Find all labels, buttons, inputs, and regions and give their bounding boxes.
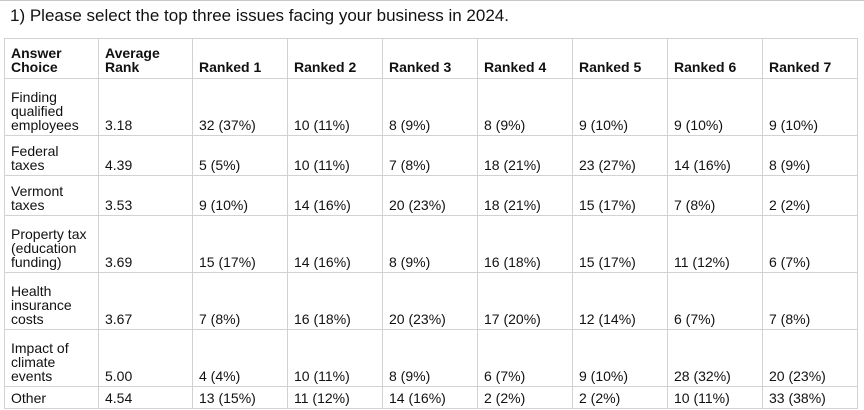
table-header-row: Answer Choice Average Rank Ranked 1 Rank… bbox=[4, 38, 858, 79]
header-ranked-7: Ranked 7 bbox=[762, 38, 858, 79]
ranked-2-cell: 16 (18%) bbox=[287, 272, 383, 330]
ranked-7-cell: 2 (2%) bbox=[762, 175, 858, 216]
ranked-6-cell: 9 (10%) bbox=[667, 78, 763, 136]
answer-choice-cell: Finding qualified employees bbox=[4, 78, 99, 136]
ranked-2-cell: 10 (11%) bbox=[287, 78, 383, 136]
ranked-1-cell: 15 (17%) bbox=[192, 215, 288, 273]
ranked-3-cell: 20 (23%) bbox=[382, 175, 478, 216]
table-row: Finding qualified employees 3.18 32 (37%) 1… bbox=[4, 78, 858, 136]
header-ranked-2: Ranked 2 bbox=[287, 38, 383, 79]
average-rank-cell: 3.53 bbox=[98, 175, 193, 216]
answer-choice-cell: Health insurance costs bbox=[4, 272, 99, 330]
header-ranked-6: Ranked 6 bbox=[667, 38, 763, 79]
ranked-7-cell: 9 (10%) bbox=[762, 78, 858, 136]
ranked-3-cell: 7 (8%) bbox=[382, 135, 478, 176]
ranked-4-cell: 16 (18%) bbox=[477, 215, 573, 273]
ranked-6-cell: 10 (11%) bbox=[667, 386, 763, 409]
ranked-4-cell: 18 (21%) bbox=[477, 175, 573, 216]
ranked-4-cell: 6 (7%) bbox=[477, 329, 573, 387]
header-ranked-3: Ranked 3 bbox=[382, 38, 478, 79]
ranked-4-cell: 18 (21%) bbox=[477, 135, 573, 176]
ranked-7-cell: 6 (7%) bbox=[762, 215, 858, 273]
table-row: Property tax (education funding) 3.69 15 (… bbox=[4, 215, 858, 273]
ranked-5-cell: 15 (17%) bbox=[572, 215, 668, 273]
header-ranked-4: Ranked 4 bbox=[477, 38, 573, 79]
ranked-3-cell: 8 (9%) bbox=[382, 78, 478, 136]
question-title: 1) Please select the top three issues fa… bbox=[10, 6, 509, 25]
ranked-5-cell: 15 (17%) bbox=[572, 175, 668, 216]
average-rank-cell: 3.18 bbox=[98, 78, 193, 136]
answer-choice-cell: Federal taxes bbox=[4, 135, 99, 176]
ranked-3-cell: 8 (9%) bbox=[382, 329, 478, 387]
average-rank-cell: 5.00 bbox=[98, 329, 193, 387]
ranked-5-cell: 9 (10%) bbox=[572, 78, 668, 136]
average-rank-cell: 4.39 bbox=[98, 135, 193, 176]
ranked-4-cell: 2 (2%) bbox=[477, 386, 573, 409]
ranked-2-cell: 14 (16%) bbox=[287, 175, 383, 216]
ranked-1-cell: 9 (10%) bbox=[192, 175, 288, 216]
ranked-3-cell: 8 (9%) bbox=[382, 215, 478, 273]
ranked-6-cell: 6 (7%) bbox=[667, 272, 763, 330]
table-row: Impact of climate events 5.00 4 (4%) 10 (11… bbox=[4, 329, 858, 387]
ranked-1-cell: 4 (4%) bbox=[192, 329, 288, 387]
ranked-2-cell: 10 (11%) bbox=[287, 135, 383, 176]
ranked-7-cell: 8 (9%) bbox=[762, 135, 858, 176]
answer-choice-cell: Other bbox=[4, 386, 99, 409]
header-average-rank: Average Rank bbox=[98, 38, 193, 79]
ranked-5-cell: 23 (27%) bbox=[572, 135, 668, 176]
ranked-1-cell: 13 (15%) bbox=[192, 386, 288, 409]
answer-choice-cell: Vermont taxes bbox=[4, 175, 99, 216]
table-row: Federal taxes 4.39 5 (5%) 10 (11%) 7 (8%) 18 … bbox=[4, 135, 858, 176]
ranked-6-cell: 14 (16%) bbox=[667, 135, 763, 176]
average-rank-cell: 3.67 bbox=[98, 272, 193, 330]
top-divider bbox=[0, 0, 864, 1]
ranked-7-cell: 7 (8%) bbox=[762, 272, 858, 330]
header-ranked-5: Ranked 5 bbox=[572, 38, 668, 79]
ranked-2-cell: 10 (11%) bbox=[287, 329, 383, 387]
header-answer-choice: Answer Choice bbox=[4, 38, 99, 79]
table-row: Vermont taxes 3.53 9 (10%) 14 (16%) 20 (23%)… bbox=[4, 175, 858, 216]
ranked-1-cell: 5 (5%) bbox=[192, 135, 288, 176]
ranked-6-cell: 28 (32%) bbox=[667, 329, 763, 387]
ranked-1-cell: 32 (37%) bbox=[192, 78, 288, 136]
ranked-7-cell: 20 (23%) bbox=[762, 329, 858, 387]
average-rank-cell: 4.54 bbox=[98, 386, 193, 409]
average-rank-cell: 3.69 bbox=[98, 215, 193, 273]
ranked-6-cell: 7 (8%) bbox=[667, 175, 763, 216]
ranking-results-table: Answer Choice Average Rank Ranked 1 Rank… bbox=[4, 38, 858, 409]
answer-choice-cell: Impact of climate events bbox=[4, 329, 99, 387]
ranked-2-cell: 11 (12%) bbox=[287, 386, 383, 409]
answer-choice-cell: Property tax (education funding) bbox=[4, 215, 99, 273]
ranked-5-cell: 12 (14%) bbox=[572, 272, 668, 330]
ranked-7-cell: 33 (38%) bbox=[762, 386, 858, 409]
table-row: Health insurance costs 3.67 7 (8%) 16 (18%)… bbox=[4, 272, 858, 330]
ranked-5-cell: 2 (2%) bbox=[572, 386, 668, 409]
header-ranked-1: Ranked 1 bbox=[192, 38, 288, 79]
ranked-3-cell: 20 (23%) bbox=[382, 272, 478, 330]
ranked-5-cell: 9 (10%) bbox=[572, 329, 668, 387]
ranked-4-cell: 17 (20%) bbox=[477, 272, 573, 330]
ranked-4-cell: 8 (9%) bbox=[477, 78, 573, 136]
ranked-1-cell: 7 (8%) bbox=[192, 272, 288, 330]
ranked-3-cell: 14 (16%) bbox=[382, 386, 478, 409]
table-row: Other 4.54 13 (15%) 11 (12%) 14 (16%) 2 (2%) 2… bbox=[4, 386, 858, 409]
ranked-6-cell: 11 (12%) bbox=[667, 215, 763, 273]
ranked-2-cell: 14 (16%) bbox=[287, 215, 383, 273]
